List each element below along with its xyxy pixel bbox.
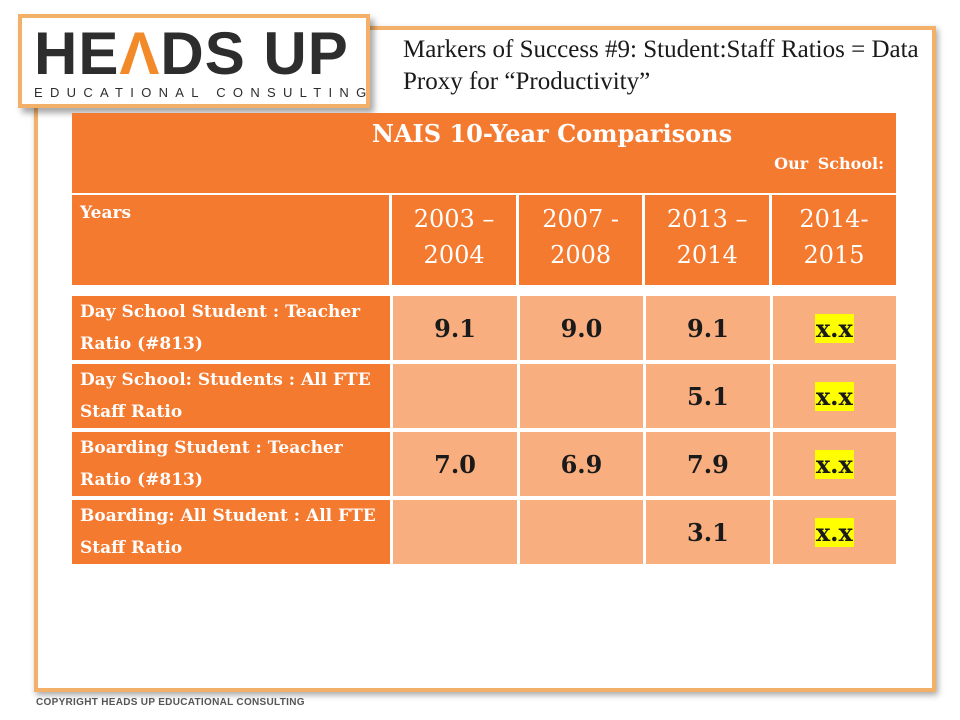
highlighted-value: x.x xyxy=(814,449,854,479)
row-label: Boarding: All Student : All FTE Staff Ra… xyxy=(72,498,392,568)
logo-tagline: EDUCATIONAL CONSULTING xyxy=(34,85,374,100)
year-header: 2013 – 2014 xyxy=(642,194,771,285)
table-row: Boarding: All Student : All FTE Staff Ra… xyxy=(72,498,896,568)
value-cell xyxy=(516,362,645,432)
row-label: Day School Student : Teacher Ratio (#813… xyxy=(72,296,392,364)
slide-frame xyxy=(34,26,936,692)
value-cell: x.x xyxy=(769,296,896,364)
value-cell: 9.1 xyxy=(390,296,519,364)
years-label: Years xyxy=(72,194,391,285)
logo-caret: Λ xyxy=(119,20,161,87)
value-cell: x.x xyxy=(769,430,896,500)
slide-title: Markers of Success #9: Student:Staff Rat… xyxy=(403,36,919,95)
table-title: NAIS 10-Year Comparisons xyxy=(372,119,733,148)
logo: HEΛDS UP EDUCATIONAL CONSULTING xyxy=(18,14,370,108)
table-row: Day School: Students : All FTE Staff Rat… xyxy=(72,362,896,432)
copyright-footer: COPYRIGHT HEADS UP EDUCATIONAL CONSULTIN… xyxy=(36,697,305,708)
highlighted-value: x.x xyxy=(814,517,854,547)
highlighted-value: x.x xyxy=(814,381,854,411)
value-cell: 7.0 xyxy=(390,430,519,500)
value-cell: x.x xyxy=(769,498,896,568)
year-header: 2014- 2015 xyxy=(768,194,896,285)
value-cell xyxy=(390,498,519,568)
table-subtitle: Our School: xyxy=(774,154,884,173)
value-cell: 3.1 xyxy=(643,498,772,568)
year-header: 2003 – 2004 xyxy=(389,194,518,285)
table-title-cell: NAIS 10-Year Comparisons Our School: xyxy=(72,113,896,195)
value-cell: 6.9 xyxy=(516,430,645,500)
table-row: Boarding Student : Teacher Ratio (#813) … xyxy=(72,430,896,500)
table-row: Day School Student : Teacher Ratio (#813… xyxy=(72,296,896,364)
logo-wordmark: HEΛDS UP xyxy=(34,20,349,87)
comparison-header: NAIS 10-Year Comparisons Our School: Yea… xyxy=(72,113,896,285)
year-header: 2007 - 2008 xyxy=(515,194,644,285)
highlighted-value: x.x xyxy=(814,313,854,343)
value-cell: x.x xyxy=(769,362,896,432)
row-label: Day School: Students : All FTE Staff Rat… xyxy=(72,362,392,432)
value-cell xyxy=(516,498,645,568)
row-label: Boarding Student : Teacher Ratio (#813) xyxy=(72,430,392,500)
ratio-table: Day School Student : Teacher Ratio (#813… xyxy=(72,296,896,568)
value-cell: 7.9 xyxy=(643,430,772,500)
value-cell xyxy=(390,362,519,432)
value-cell: 9.0 xyxy=(516,296,645,364)
value-cell: 9.1 xyxy=(643,296,772,364)
value-cell: 5.1 xyxy=(643,362,772,432)
